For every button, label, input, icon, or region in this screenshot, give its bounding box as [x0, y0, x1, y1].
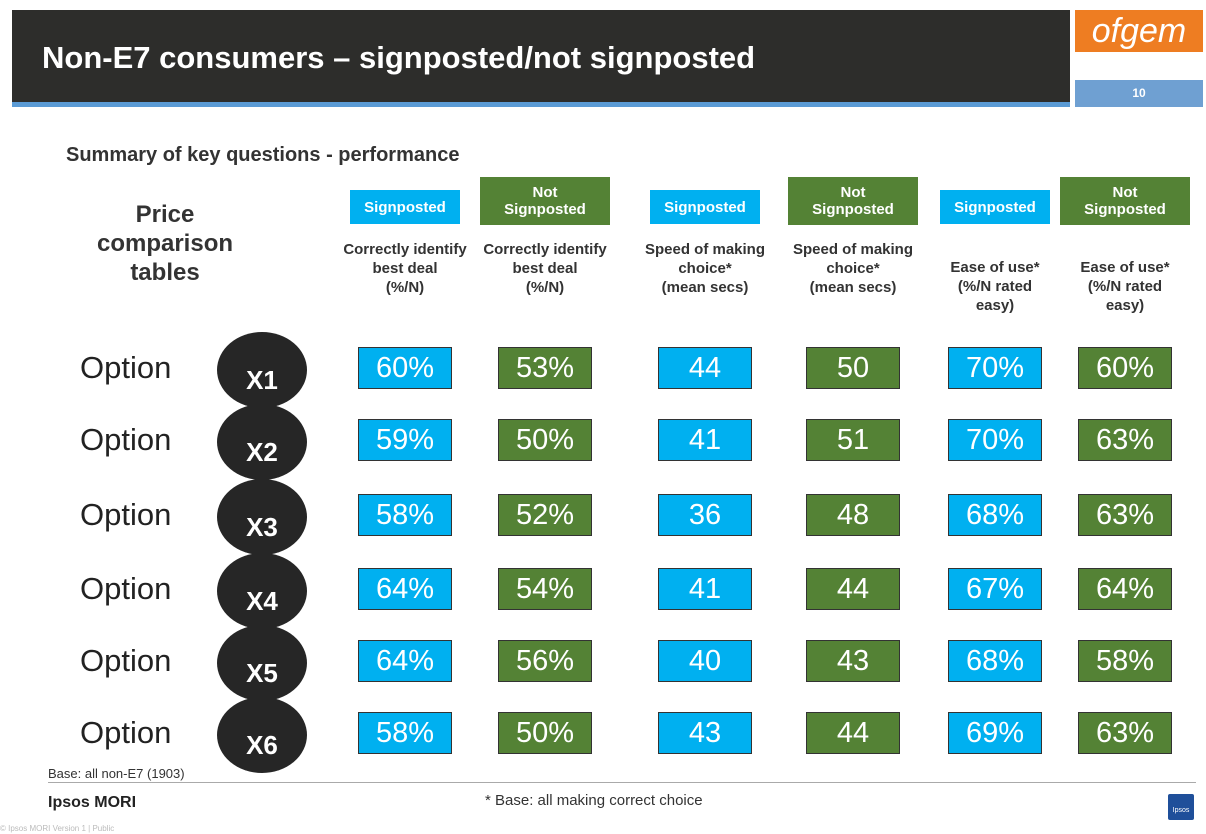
value-cell: 52% [498, 494, 592, 536]
value-cell: 70% [948, 347, 1042, 389]
column-question: Correctly identify best deal (%/N) [343, 241, 467, 296]
ipsos-logo: Ipsos [1168, 794, 1194, 820]
value-cell: 60% [358, 347, 452, 389]
footer-rule [48, 782, 1196, 783]
value-cell: 51 [806, 419, 900, 461]
column-group: Not Signposted [1060, 177, 1190, 225]
option-badge: X1 [217, 332, 307, 408]
value-cell: 44 [806, 712, 900, 754]
option-label: Option [80, 715, 172, 750]
logo: ofgem [1075, 10, 1203, 52]
column-question: Speed of making choice* (mean secs) [792, 241, 914, 296]
row-header: Price comparison tables [96, 201, 234, 286]
value-cell: 44 [806, 568, 900, 610]
value-cell: 64% [1078, 568, 1172, 610]
column-group: Signposted [350, 190, 460, 224]
value-cell: 68% [948, 494, 1042, 536]
column-question: Speed of making choice* (mean secs) [644, 241, 766, 296]
option-badge: X4 [217, 553, 307, 629]
value-cell: 43 [806, 640, 900, 682]
column-question: Ease of use* (%/N rated easy) [950, 259, 1040, 314]
value-cell: 67% [948, 568, 1042, 610]
column-group: Not Signposted [788, 177, 918, 225]
value-cell: 41 [658, 568, 752, 610]
value-cell: 58% [1078, 640, 1172, 682]
base-note: Base: all non-E7 (1903) [48, 766, 185, 781]
value-cell: 50% [498, 419, 592, 461]
value-cell: 58% [358, 494, 452, 536]
option-label: Option [80, 571, 172, 606]
value-cell: 56% [498, 640, 592, 682]
value-cell: 69% [948, 712, 1042, 754]
column-question: Correctly identify best deal (%/N) [483, 241, 607, 296]
value-cell: 63% [1078, 494, 1172, 536]
option-label: Option [80, 643, 172, 678]
value-cell: 53% [498, 347, 592, 389]
copyright: © Ipsos MORI Version 1 | Public [0, 824, 115, 833]
option-badge: X5 [217, 625, 307, 701]
column-group: Signposted [940, 190, 1050, 224]
value-cell: 50 [806, 347, 900, 389]
option-label: Option [80, 422, 172, 457]
option-badge: X2 [217, 404, 307, 480]
page-number: 10 [1075, 80, 1203, 107]
value-cell: 70% [948, 419, 1042, 461]
footnote: * Base: all making correct choice [485, 792, 703, 809]
option-badge: X3 [217, 479, 307, 555]
value-cell: 59% [358, 419, 452, 461]
column-question: Ease of use* (%/N rated easy) [1080, 259, 1170, 314]
value-cell: 68% [948, 640, 1042, 682]
option-label: Option [80, 497, 172, 532]
option-badge: X6 [217, 697, 307, 773]
value-cell: 63% [1078, 419, 1172, 461]
title-bar [12, 10, 1070, 107]
option-label: Option [80, 350, 172, 385]
value-cell: 36 [658, 494, 752, 536]
title: Non-E7 consumers – signposted/not signpo… [42, 40, 756, 75]
value-cell: 63% [1078, 712, 1172, 754]
value-cell: 44 [658, 347, 752, 389]
subtitle: Summary of key questions - performance [66, 144, 460, 166]
value-cell: 64% [358, 568, 452, 610]
value-cell: 41 [658, 419, 752, 461]
value-cell: 40 [658, 640, 752, 682]
column-group: Signposted [650, 190, 760, 224]
value-cell: 48 [806, 494, 900, 536]
value-cell: 43 [658, 712, 752, 754]
brand: Ipsos MORI [48, 794, 137, 811]
value-cell: 58% [358, 712, 452, 754]
value-cell: 54% [498, 568, 592, 610]
value-cell: 60% [1078, 347, 1172, 389]
value-cell: 64% [358, 640, 452, 682]
value-cell: 50% [498, 712, 592, 754]
column-group: Not Signposted [480, 177, 610, 225]
